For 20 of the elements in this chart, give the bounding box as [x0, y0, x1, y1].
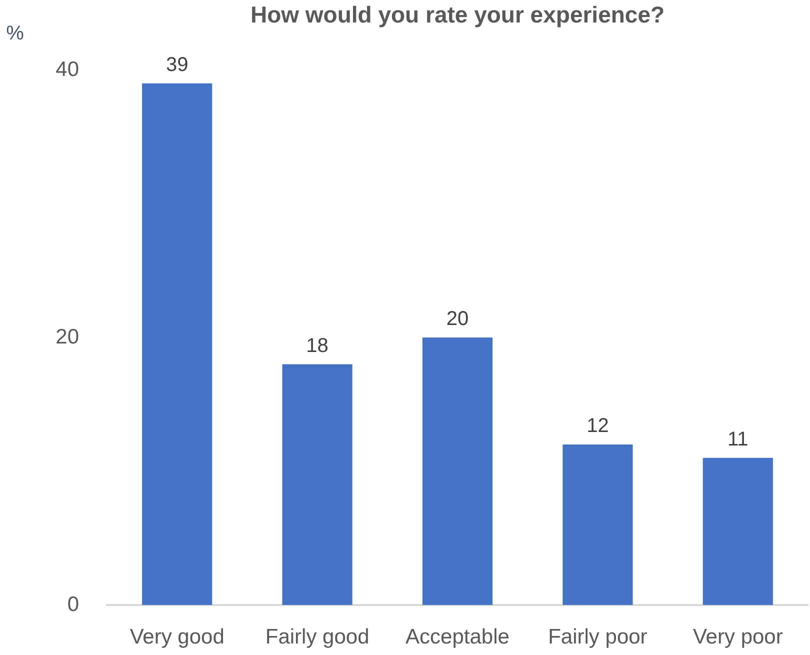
- y-tick-label: 40: [56, 58, 79, 81]
- bar: [702, 458, 773, 605]
- data-label: 20: [446, 308, 469, 330]
- bar: [422, 338, 493, 605]
- data-label: 18: [306, 334, 328, 357]
- data-label: 11: [728, 428, 748, 450]
- x-tick-label: Acceptable: [406, 625, 510, 648]
- chart-title: How would you rate your experience?: [250, 1, 665, 28]
- y-axis-title: %: [6, 22, 24, 45]
- x-tick-label: Fairly poor: [548, 625, 648, 648]
- bar: [282, 364, 352, 605]
- data-label: 12: [586, 415, 609, 438]
- y-tick-label: 20: [56, 325, 79, 348]
- data-label: 39: [166, 54, 188, 76]
- x-tick-label: Fairly good: [265, 625, 370, 648]
- y-tick-label: 0: [67, 592, 79, 616]
- bar: [142, 83, 212, 605]
- x-tick-label: Very poor: [692, 625, 783, 648]
- bar: [562, 444, 633, 605]
- x-tick-label: Very good: [130, 625, 224, 648]
